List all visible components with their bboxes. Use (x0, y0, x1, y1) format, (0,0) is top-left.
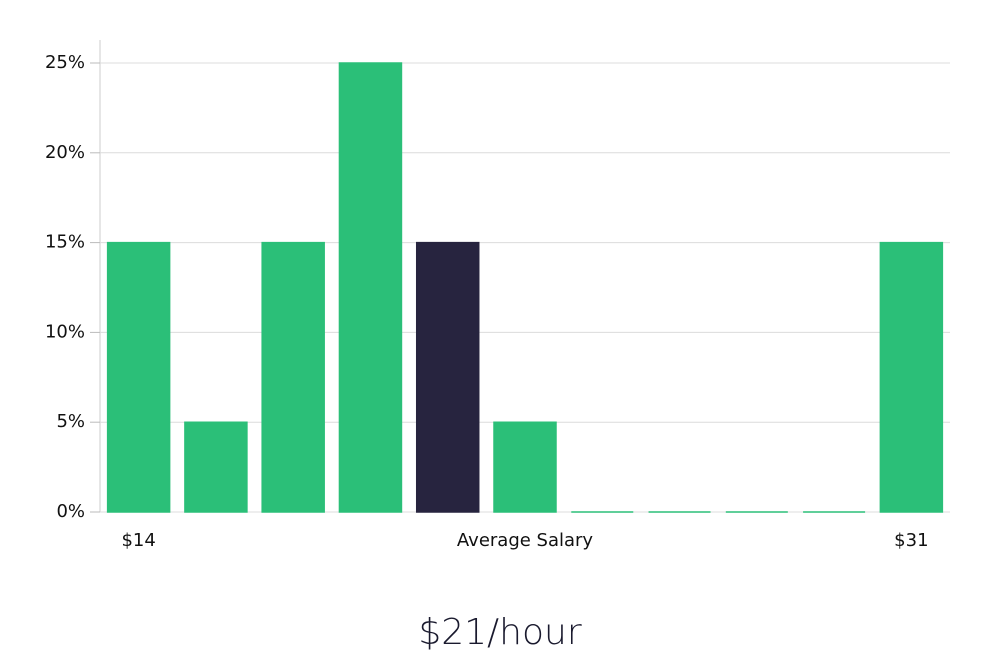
y-tick-label: 25% (45, 52, 85, 73)
x-tick-label: $31 (894, 530, 928, 551)
y-tick-label: 5% (56, 411, 85, 432)
bar (415, 241, 480, 513)
y-tick-label: 0% (56, 501, 85, 522)
bar (338, 62, 403, 513)
y-tick-label: 15% (45, 232, 85, 253)
y-tick-label: 20% (45, 142, 85, 163)
x-tick-label: $14 (121, 530, 155, 551)
bar (493, 421, 557, 513)
bar (879, 241, 944, 513)
bar (106, 241, 171, 513)
bar (261, 241, 325, 513)
x-tick-label: Average Salary (457, 530, 594, 551)
y-tick-label: 10% (45, 321, 85, 342)
annotation: $21/hour (418, 612, 582, 653)
bar (184, 421, 248, 513)
